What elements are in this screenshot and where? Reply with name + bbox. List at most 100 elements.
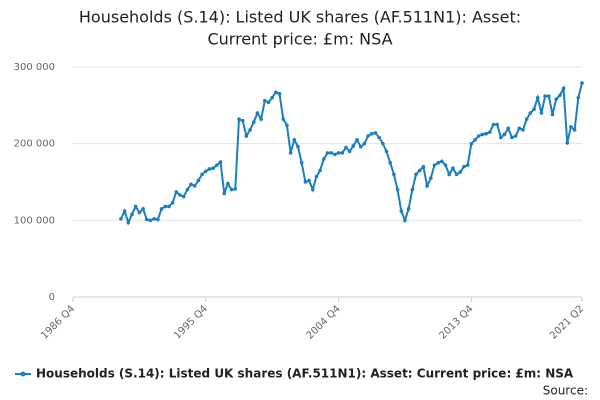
point [137, 210, 142, 215]
point [580, 81, 584, 85]
point [572, 128, 577, 132]
point [285, 123, 289, 128]
point [351, 144, 356, 148]
point [535, 95, 540, 100]
series-line [120, 82, 583, 226]
point [502, 132, 507, 137]
x-tick-label: 2004 Q4 [305, 303, 343, 341]
point [196, 178, 201, 183]
point [421, 164, 426, 169]
point [296, 144, 300, 149]
point [262, 98, 267, 103]
point [362, 141, 367, 146]
point [517, 126, 522, 131]
point [344, 145, 348, 150]
point [318, 168, 322, 173]
point [373, 131, 378, 135]
point [414, 172, 418, 177]
point [170, 200, 175, 205]
point [358, 144, 363, 149]
y-tick-label: 100 000 [14, 215, 55, 226]
point [240, 118, 245, 123]
legend-label: Households (S.14): Listed UK shares (AF.… [36, 367, 574, 381]
point [425, 184, 429, 188]
point [395, 187, 400, 192]
chart-subtitle: Current price: £m: NSA [207, 30, 392, 49]
point [181, 194, 186, 199]
point [539, 111, 544, 115]
point [506, 126, 511, 131]
point [281, 117, 286, 121]
point [532, 107, 536, 111]
legend-marker [20, 371, 26, 377]
point [569, 125, 573, 129]
point [277, 92, 282, 96]
point [167, 204, 171, 209]
point [366, 134, 370, 138]
point [233, 187, 238, 191]
point [561, 86, 566, 91]
point [336, 151, 341, 155]
point [543, 94, 547, 98]
point [406, 207, 411, 211]
point [203, 169, 208, 174]
point [325, 151, 330, 155]
x-tick-label: 1995 Q4 [172, 303, 210, 341]
point [310, 187, 315, 192]
point [215, 163, 219, 167]
point [133, 204, 138, 209]
point [384, 149, 389, 154]
point [244, 134, 249, 138]
point [440, 159, 444, 164]
point [237, 117, 241, 121]
point [307, 178, 311, 183]
point [288, 151, 293, 155]
y-tick-label: 0 [49, 292, 55, 303]
point [369, 131, 374, 136]
point [528, 111, 533, 115]
point [259, 117, 263, 121]
point [487, 130, 492, 134]
point [163, 204, 168, 209]
point [447, 172, 452, 177]
point [392, 172, 396, 177]
point [399, 209, 404, 213]
y-tick-label: 200 000 [14, 139, 55, 150]
point [211, 166, 215, 170]
point [144, 217, 149, 222]
point [152, 217, 156, 221]
y-tick-label: 300 000 [14, 62, 55, 73]
point [226, 181, 230, 186]
point [141, 207, 145, 211]
point [410, 187, 415, 192]
point [270, 95, 274, 100]
point [547, 94, 551, 98]
point [428, 176, 433, 180]
point [200, 172, 204, 177]
point [303, 180, 308, 184]
point [462, 164, 466, 169]
point [192, 184, 197, 188]
point [329, 151, 333, 155]
point [388, 161, 393, 165]
point [255, 111, 260, 115]
point [333, 152, 337, 157]
point [178, 193, 182, 197]
point [251, 120, 256, 124]
point [322, 157, 326, 161]
point [565, 141, 570, 145]
point [347, 149, 352, 154]
point [189, 182, 193, 187]
point [465, 163, 470, 167]
x-tick-label: 1986 Q4 [39, 303, 77, 341]
point [576, 95, 581, 100]
source: Source: [543, 384, 588, 398]
point [122, 209, 127, 213]
point [207, 167, 212, 171]
point [314, 174, 319, 179]
point [495, 122, 499, 127]
point [381, 141, 385, 146]
point [222, 191, 227, 196]
point [491, 122, 496, 127]
